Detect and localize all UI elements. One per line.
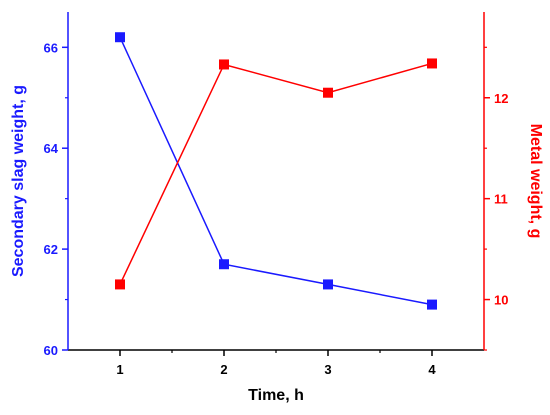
right-tick-label: 10 — [494, 293, 508, 308]
right-tick-label: 11 — [494, 192, 508, 207]
data-point-slag — [115, 32, 125, 43]
left-tick-label: 66 — [44, 40, 58, 55]
left-tick-label: 60 — [44, 343, 58, 358]
data-point-metal — [219, 59, 229, 70]
x-tick-label: 1 — [116, 362, 123, 377]
data-point-slag — [427, 299, 437, 310]
data-point-metal — [427, 58, 437, 69]
series-line-slag — [119, 36, 433, 306]
series-line-metal — [119, 62, 433, 285]
left-tick-label: 64 — [44, 141, 59, 156]
left-tick-label: 62 — [44, 242, 58, 257]
x-tick-label: 2 — [220, 362, 227, 377]
right-axis-title: Metal weight, g — [527, 124, 544, 239]
right-tick-label: 12 — [494, 91, 508, 106]
right-axis-ticks: 10 11 12 — [484, 46, 508, 351]
x-tick-label: 3 — [324, 362, 331, 377]
x-tick-label: 4 — [428, 362, 436, 377]
data-point-metal — [323, 87, 333, 98]
series-layer — [115, 32, 437, 310]
data-point-metal — [115, 279, 125, 290]
left-axis-ticks: 60 62 64 66 — [44, 40, 68, 358]
x-ticks: 1 2 3 4 — [116, 350, 436, 377]
left-axis-title: Secondary slag weight, g — [10, 85, 27, 277]
data-point-slag — [219, 259, 229, 270]
data-point-slag — [323, 279, 333, 290]
x-axis-title: Time, h — [248, 387, 304, 404]
